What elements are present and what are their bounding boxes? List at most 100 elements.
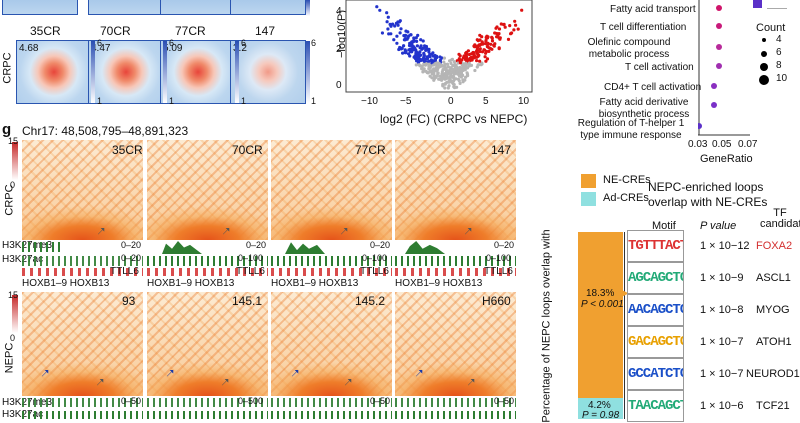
- volcano-point: [443, 62, 447, 66]
- volcano-point: [451, 70, 455, 74]
- volcano-point: [475, 65, 479, 69]
- volcano-point: [475, 59, 479, 63]
- volcano-plot: [345, 0, 533, 93]
- volcano-point: [430, 72, 434, 76]
- bar-ad: [578, 398, 623, 419]
- hic-nepc-4: [395, 292, 516, 396]
- volcano-point: [493, 31, 497, 35]
- go-dot: [711, 83, 717, 89]
- go-xlabel: GeneRatio: [700, 153, 753, 165]
- volcano-point: [449, 61, 453, 65]
- crpc-me3-range-4: 0–20: [494, 240, 515, 250]
- hic-nepc-label: NEPC: [3, 342, 16, 374]
- go-term-5: CD4+ T cell activation: [604, 82, 702, 93]
- go-dot: [716, 44, 722, 50]
- volcano-point: [427, 64, 431, 68]
- volcano-point: [478, 47, 482, 51]
- gene-hox-3: HOXB1–9 HOXB13: [271, 278, 359, 289]
- bar-ad-pct: 4.2%: [588, 400, 611, 411]
- volcano-point: [458, 59, 462, 63]
- gene-hox-4: HOXB1–9 HOXB13: [395, 278, 483, 289]
- hic-crpc-sample-3: 77CR: [355, 143, 386, 157]
- volcano-point: [425, 57, 430, 61]
- volcano-xtick-3: 0: [448, 96, 454, 107]
- hic-crpc-sample-1: 35CR: [112, 143, 143, 157]
- motif-p-6: 1 × 10−6: [700, 400, 744, 412]
- volcano-point: [464, 64, 468, 68]
- motif-tf-2: ASCL1: [756, 272, 791, 284]
- go-dot: [716, 5, 722, 11]
- volcano-point: [487, 49, 491, 54]
- volcano-point: [512, 28, 516, 32]
- volcano-xlabel: log2 (FC) (CRPC vs NEPC): [380, 112, 528, 126]
- apa-tile-1: [16, 40, 92, 104]
- apa-sample-3: 77CR: [175, 24, 206, 38]
- volcano-point: [417, 57, 421, 62]
- volcano-point: [415, 54, 419, 58]
- volcano-ytick-4: 4: [336, 6, 342, 17]
- motif-p-1: 1 × 10−12: [700, 240, 750, 252]
- motif-p-4: 1 × 10−7: [700, 336, 744, 348]
- go-xtick-3: 0.07: [738, 139, 758, 150]
- volcano-point: [415, 44, 419, 48]
- apa-top-scale: [306, 0, 310, 16]
- volcano-point: [443, 82, 447, 86]
- volcano-point: [407, 34, 411, 38]
- volcano-point: [441, 82, 445, 86]
- volcano-point: [496, 34, 500, 38]
- col-pvalue: P value: [700, 220, 737, 232]
- volcano-point: [386, 27, 390, 31]
- volcano-point: [499, 22, 503, 26]
- go-legend-dot-6: [761, 51, 767, 57]
- volcano-point: [490, 39, 495, 43]
- volcano-point: [421, 46, 425, 50]
- volcano-point: [442, 60, 446, 64]
- volcano-point: [414, 57, 418, 61]
- crpc-ac-range-1: 0–20: [121, 253, 142, 263]
- volcano-point: [380, 31, 384, 35]
- nepc-ac-track-3: [271, 411, 392, 419]
- volcano-point: [476, 48, 480, 53]
- volcano-point: [436, 67, 440, 72]
- volcano-point: [442, 56, 446, 60]
- volcano-point: [483, 48, 487, 52]
- hic-nepc-1: [22, 292, 143, 396]
- volcano-point: [513, 19, 517, 23]
- volcano-point: [398, 19, 402, 23]
- volcano-point: [430, 76, 434, 80]
- apa-row-label: CRPC: [1, 52, 14, 84]
- volcano-point: [408, 47, 412, 51]
- motif-title-2: overlap with NE-CREs: [648, 195, 768, 209]
- motif-tf-3: MYOG: [756, 304, 790, 316]
- volcano-point: [439, 77, 443, 82]
- bracket: [624, 232, 628, 419]
- volcano-point: [416, 33, 420, 38]
- gene-track-4: [395, 268, 516, 276]
- bar-y-label: Percentage of NEPC loops overlap with: [540, 229, 553, 423]
- gene-hox-2: HOXB1–9 HOXB13: [147, 278, 235, 289]
- apa-tile-3: [160, 40, 236, 104]
- apa-top-strip-4: [230, 0, 306, 15]
- volcano-point: [448, 75, 452, 79]
- hic-nepc-3: [271, 292, 392, 396]
- volcano-point: [418, 53, 422, 58]
- gene-track-1: [22, 268, 143, 276]
- volcano-point: [506, 37, 511, 42]
- volcano-point: [452, 60, 457, 64]
- volcano-point: [468, 56, 472, 60]
- crpc-me3-track-1: [22, 242, 62, 252]
- volcano-point: [464, 51, 468, 55]
- apa-tile-4: [230, 40, 306, 104]
- hic-nepc-sample-1: 93: [122, 294, 136, 308]
- crpc-me3-range-1: 0–20: [121, 240, 142, 250]
- go-xtick-1: 0.03: [688, 139, 708, 150]
- volcano-point: [472, 44, 476, 48]
- volcano-point: [485, 57, 490, 61]
- volcano-point: [415, 39, 419, 44]
- volcano-point: [520, 8, 524, 12]
- volcano-point: [440, 72, 444, 76]
- go-legend-val-10: 10: [776, 73, 788, 84]
- volcano-point: [490, 36, 494, 40]
- volcano-point: [508, 24, 512, 28]
- motif-logo-4: GACAGCTGGC: [627, 326, 684, 358]
